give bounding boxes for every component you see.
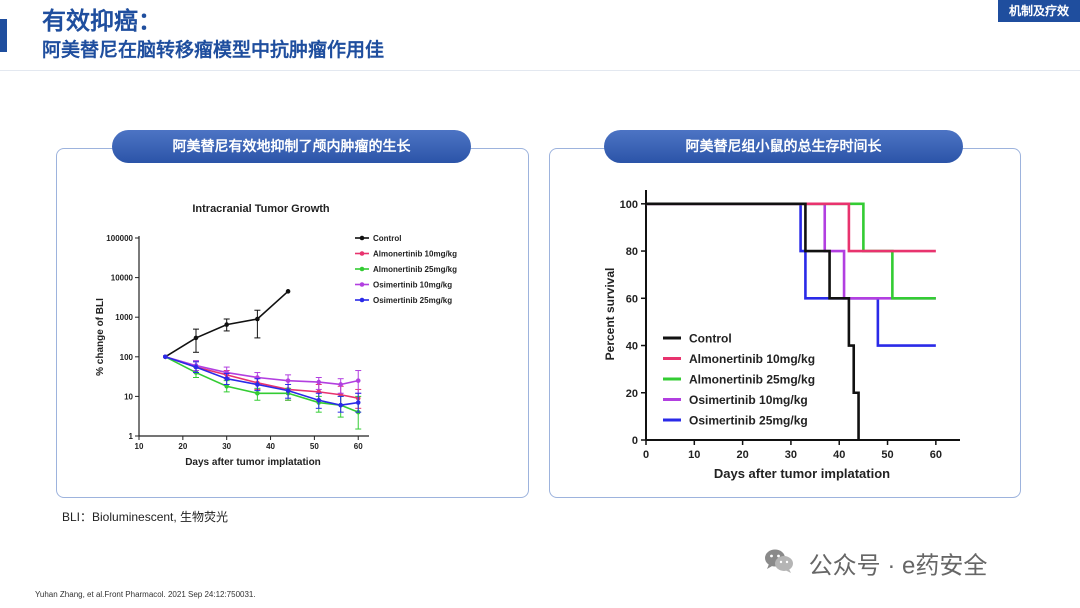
- survival-chart: 0 20 40 60 80 100 0 10 20 30 40 50 60 Days after tumo…: [603, 190, 960, 481]
- y-tick-label: 1000: [115, 313, 133, 322]
- y-axis-label: Percent survival: [603, 268, 617, 361]
- data-point: [255, 382, 260, 387]
- x-tick-label: 0: [643, 449, 649, 461]
- page-subtitle: 阿美替尼在脑转移瘤模型中抗肿瘤作用佳: [42, 40, 385, 61]
- legend-label: Osimertinib 10mg/kg: [373, 281, 452, 290]
- y-tick-label: 1: [129, 432, 134, 441]
- data-point: [285, 388, 291, 393]
- data-point: [316, 379, 322, 385]
- legend-item-control: Control: [355, 234, 401, 243]
- accent-bar: [0, 19, 7, 52]
- legend-item-osimertinib-25mg-kg: Osimertinib 25mg/kg: [355, 296, 452, 305]
- legend-item-almonertinib-25mg-kg: Almonertinib 25mg/kg: [663, 373, 815, 387]
- watermark-text: 公众号 · e药安全: [808, 552, 988, 580]
- x-tick-label: 10: [688, 449, 700, 461]
- x-tick-label: 10: [135, 442, 144, 451]
- legend-marker: [359, 297, 365, 303]
- x-tick-label: 20: [178, 442, 187, 451]
- data-point: [255, 390, 260, 396]
- x-tick-label: 50: [310, 442, 319, 451]
- survival-curve-almonertinib-10mg-kg: [646, 202, 936, 253]
- left-chart-panel: [56, 148, 529, 498]
- legend-item-control: Control: [663, 332, 732, 346]
- y-axis-label: % change of BLI: [95, 298, 106, 376]
- x-tick-label: 60: [354, 442, 363, 451]
- y-tick-label: 100: [120, 353, 134, 362]
- x-axis-label: Days after tumor implatation: [185, 457, 321, 468]
- page-title: 有效抑癌：: [42, 8, 162, 35]
- data-point: [355, 400, 361, 405]
- legend-item-almonertinib-10mg-kg: Almonertinib 10mg/kg: [663, 352, 815, 366]
- data-point: [163, 354, 168, 360]
- legend-label: Osimertinib 25mg/kg: [373, 296, 452, 305]
- data-point: [285, 289, 291, 294]
- legend-label: Osimertinib 25mg/kg: [689, 414, 808, 428]
- data-point: [224, 383, 229, 389]
- legend-item-osimertinib-10mg-kg: Osimertinib 10mg/kg: [663, 393, 808, 407]
- series-almonertinib-10mg-kg: [163, 354, 362, 409]
- series-line: [165, 356, 359, 386]
- footnote: BLI：Bioluminescent, 生物荧光: [62, 510, 229, 524]
- x-tick-label: 30: [222, 442, 231, 451]
- legend-label: Almonertinib 10mg/kg: [689, 352, 815, 366]
- y-tick-label: 20: [626, 388, 638, 400]
- legend-label: Control: [689, 332, 732, 346]
- watermark: 公众号 · e药安全: [764, 548, 987, 584]
- legend-label: Almonertinib 25mg/kg: [373, 265, 457, 274]
- data-point: [285, 378, 291, 383]
- x-tick-label: 30: [785, 449, 797, 461]
- section-tag: 机制及疗效: [998, 0, 1080, 22]
- data-point: [193, 335, 199, 341]
- y-tick-label: 0: [632, 435, 638, 447]
- survival-curve-control: [646, 202, 860, 440]
- y-tick-label: 10000: [111, 274, 134, 283]
- data-point: [338, 382, 343, 387]
- y-tick-label: 40: [626, 341, 638, 353]
- legend-item-almonertinib-25mg-kg: Almonertinib 25mg/kg: [355, 265, 457, 274]
- legend-marker: [359, 266, 365, 272]
- header-divider: [0, 70, 1080, 71]
- legend-marker: [359, 251, 365, 256]
- y-tick-label: 100000: [106, 234, 133, 243]
- y-tick-label: 60: [626, 293, 638, 305]
- x-axis-label: Days after tumor implatation: [714, 466, 890, 481]
- data-point: [224, 376, 229, 381]
- data-point: [224, 322, 229, 327]
- y-tick-label: 80: [626, 246, 638, 258]
- legend-item-almonertinib-10mg-kg: Almonertinib 10mg/kg: [355, 250, 457, 259]
- series-line: [165, 356, 359, 406]
- y-tick-label: 10: [124, 392, 133, 401]
- citation: Yuhan Zhang, et al.Front Pharmacol. 2021…: [35, 590, 256, 599]
- data-point: [355, 378, 361, 383]
- data-point: [193, 364, 199, 370]
- legend-label: Almonertinib 25mg/kg: [689, 373, 815, 387]
- x-tick-label: 40: [266, 442, 275, 451]
- x-tick-label: 20: [736, 449, 748, 461]
- legend-label: Control: [373, 234, 401, 243]
- chart-title: Intracranial Tumor Growth: [192, 203, 330, 215]
- legend-item-osimertinib-25mg-kg: Osimertinib 25mg/kg: [663, 414, 808, 428]
- legend-label: Almonertinib 10mg/kg: [373, 250, 457, 259]
- legend-marker: [359, 282, 365, 287]
- legend-label: Osimertinib 10mg/kg: [689, 393, 808, 407]
- legend-marker: [359, 235, 365, 241]
- y-tick-label: 100: [620, 199, 638, 211]
- x-tick-label: 60: [930, 449, 942, 461]
- right-panel-caption: 阿美替尼组小鼠的总生存时间长: [604, 130, 963, 163]
- legend-item-osimertinib-10mg-kg: Osimertinib 10mg/kg: [355, 281, 452, 290]
- data-point: [338, 402, 343, 408]
- wechat-icon: [764, 548, 794, 585]
- survival-curve-osimertinib-25mg-kg: [646, 202, 936, 347]
- series-osimertinib-10mg-kg: [163, 354, 362, 394]
- data-point: [255, 316, 260, 322]
- left-panel-caption: 阿美替尼有效地抑制了颅内肿瘤的生长: [112, 130, 471, 163]
- x-tick-label: 50: [881, 449, 893, 461]
- series-osimertinib-25mg-kg: [163, 354, 362, 413]
- series-control: [163, 289, 291, 360]
- tumor-growth-chart: Intracranial Tumor Growth110100100010000…: [95, 203, 457, 468]
- x-tick-label: 40: [833, 449, 845, 461]
- data-point: [316, 397, 322, 403]
